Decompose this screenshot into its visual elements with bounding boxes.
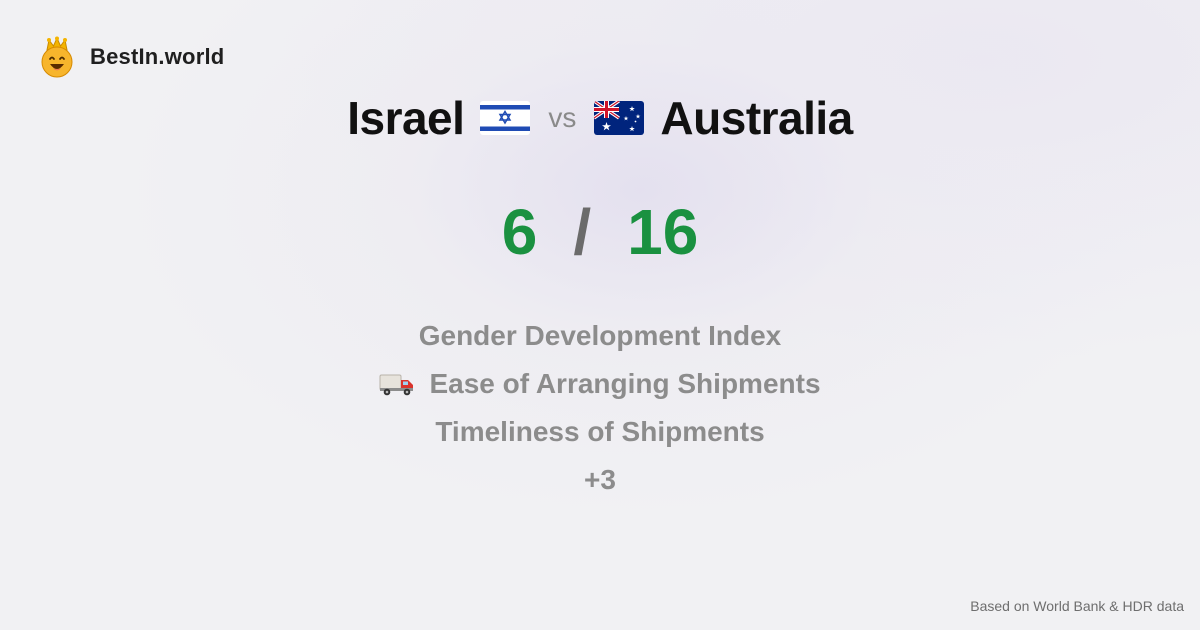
australia-flag-icon — [594, 101, 645, 135]
crown-smiley-icon — [41, 36, 73, 78]
metric-item[interactable]: Gender Development Index — [0, 312, 1200, 360]
metric-item[interactable]: Ease of Arranging Shipments — [0, 360, 1200, 408]
vs-label: vs — [548, 102, 577, 133]
delivery-truck-icon — [379, 374, 414, 396]
brand[interactable]: BestIn.world — [40, 36, 224, 78]
more-metrics-count[interactable]: +3 — [0, 456, 1200, 504]
comparison-title: Israel vs Australia — [0, 88, 1200, 148]
score-country-b: 16 — [627, 196, 699, 268]
country-b-name[interactable]: Australia — [660, 92, 853, 144]
metric-item[interactable]: Timeliness of Shipments — [0, 408, 1200, 456]
score-separator: / — [573, 196, 592, 268]
metric-label: Gender Development Index — [418, 320, 782, 351]
score-display: 6 / 16 — [0, 192, 1200, 272]
metric-label: Timeliness of Shipments — [435, 416, 765, 447]
data-source-note: Based on World Bank & HDR data — [970, 598, 1184, 614]
brand-name: BestIn.world — [90, 44, 225, 69]
metric-label: +3 — [584, 464, 616, 495]
metric-label: Ease of Arranging Shipments — [429, 368, 821, 399]
metric-list: Gender Development Index Ease of Arrangi… — [0, 312, 1200, 504]
score-country-a: 6 — [501, 196, 538, 268]
israel-flag-icon — [480, 101, 531, 135]
country-a-name[interactable]: Israel — [347, 92, 465, 144]
